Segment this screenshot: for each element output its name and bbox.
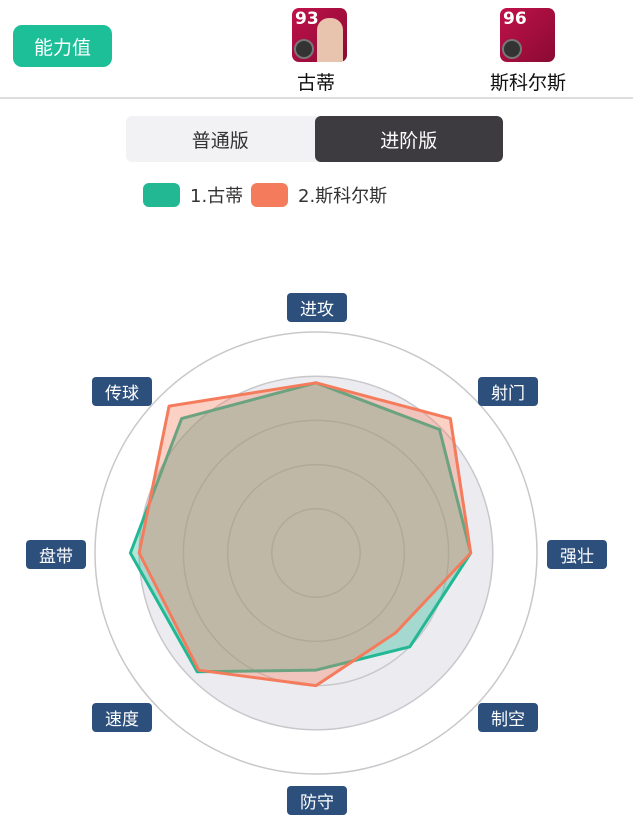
version-toggle: 普通版 进阶版 [126,116,503,162]
axis-label-passing: 传球 [92,377,152,406]
radar-ring [271,508,361,598]
radar-series-2 [137,381,473,688]
legend-item-2[interactable]: 2.斯科尔斯 [251,182,387,208]
player-name: 斯科尔斯 [489,72,566,94]
club-badge-icon [294,39,314,59]
axis-label-speed: 速度 [92,703,152,732]
player-name: 古蒂 [296,72,335,94]
player-rating: 96 [503,9,527,29]
axis-label-dribbling: 盘带 [26,540,86,569]
stat-button[interactable]: 能力值 [13,25,112,67]
axis-label-attack: 进攻 [287,293,347,322]
legend-item-1[interactable]: 1.古蒂 [143,182,243,208]
player-rating: 93 [295,9,319,29]
player-card-1[interactable]: 93 [292,8,347,62]
player-face-icon [317,18,343,62]
legend-swatch [143,183,180,207]
tab-normal[interactable]: 普通版 [191,129,249,152]
axis-label-aerial: 制空 [478,703,538,732]
club-badge-icon [502,39,522,59]
legend-label: 1.古蒂 [190,186,244,207]
radar-ring [226,463,406,643]
axis-label-defense: 防守 [287,786,347,815]
radar-series-1 [128,381,473,674]
legend-label: 2.斯科尔斯 [298,186,388,207]
axis-label-shooting: 射门 [478,377,538,406]
legend-swatch [251,183,288,207]
tab-advanced[interactable]: 进阶版 [314,116,503,162]
radar-background [139,376,493,730]
axis-label-strength: 强壮 [547,540,607,569]
divider [0,97,633,99]
player-card-2[interactable]: 96 [500,8,555,62]
radar-ring [94,331,538,775]
